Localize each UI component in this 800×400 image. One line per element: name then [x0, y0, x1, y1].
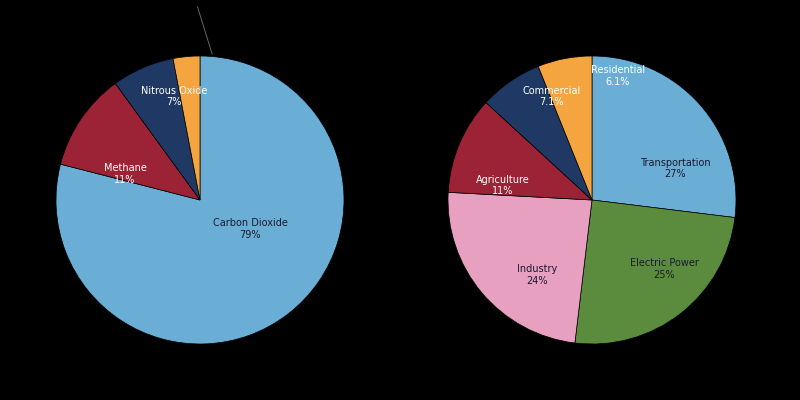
Wedge shape: [173, 56, 200, 200]
Text: Methane
11%: Methane 11%: [104, 163, 146, 185]
Text: Agriculture
11%: Agriculture 11%: [476, 175, 530, 196]
Wedge shape: [592, 56, 736, 218]
Text: Carbon Dioxide
79%: Carbon Dioxide 79%: [213, 218, 288, 240]
Text: Transportation
27%: Transportation 27%: [640, 158, 711, 179]
Text: Nitrous Oxide
7%: Nitrous Oxide 7%: [141, 86, 207, 107]
Text: Industry
24%: Industry 24%: [517, 264, 558, 286]
Wedge shape: [61, 84, 200, 200]
Wedge shape: [115, 58, 200, 200]
Wedge shape: [56, 56, 344, 344]
Wedge shape: [448, 102, 592, 200]
Wedge shape: [448, 192, 592, 343]
Text: Commercial
7.1%: Commercial 7.1%: [522, 86, 581, 107]
Text: Residential
6.1%: Residential 6.1%: [591, 65, 645, 87]
Text: Electric Power
25%: Electric Power 25%: [630, 258, 698, 280]
Wedge shape: [575, 200, 735, 344]
Wedge shape: [486, 66, 592, 200]
Wedge shape: [538, 56, 592, 200]
Text: HFCs, HFCs, SF₆, Etc
3%: HFCs, HFCs, SF₆, Etc 3%: [154, 0, 231, 54]
